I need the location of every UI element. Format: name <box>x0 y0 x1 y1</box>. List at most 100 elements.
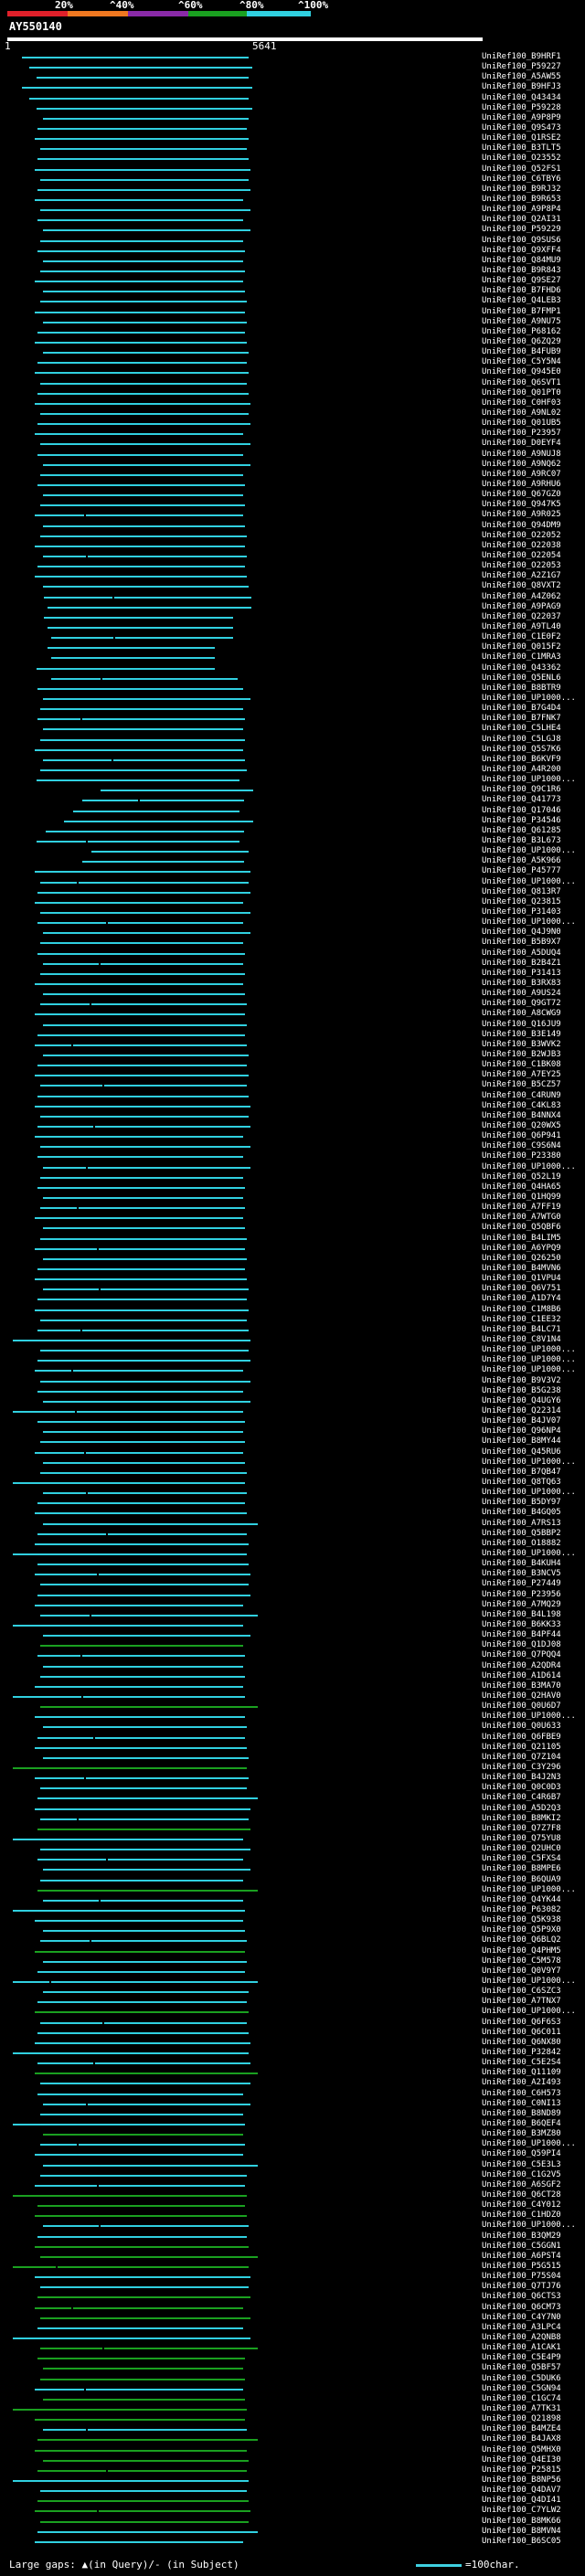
hit-link[interactable]: UniRef100_C0HF03 <box>482 398 561 408</box>
hit-link[interactable]: UniRef100_Q5BBP2 <box>482 1528 561 1538</box>
hit-link[interactable]: UniRef100_A1D614 <box>482 1670 561 1680</box>
hit-link[interactable]: UniRef100_Q945E0 <box>482 367 561 377</box>
hit-link[interactable]: UniRef100_Q6BLQ2 <box>482 1935 561 1945</box>
hit-link[interactable]: UniRef100_B3NCV5 <box>482 1569 561 1579</box>
hit-link[interactable]: UniRef100_Q5S7K6 <box>482 744 561 754</box>
hit-link[interactable]: UniRef100_B4JV07 <box>482 1416 561 1426</box>
hit-link[interactable]: UniRef100_Q9S473 <box>482 123 561 133</box>
hit-link[interactable]: UniRef100_A3LPC4 <box>482 2322 561 2332</box>
hit-link[interactable]: UniRef100_Q67GZ0 <box>482 490 561 500</box>
hit-link[interactable]: UniRef100_Q1HQ99 <box>482 1193 561 1202</box>
hit-link[interactable]: UniRef100_B7FNK7 <box>482 714 561 724</box>
hit-link[interactable]: UniRef100_P5G515 <box>482 2262 561 2271</box>
hit-link[interactable]: UniRef100_O22053 <box>482 561 561 571</box>
hit-link[interactable]: UniRef100_UP1000... <box>482 1712 576 1722</box>
hit-link[interactable]: UniRef100_P34546 <box>482 815 561 825</box>
hit-link[interactable]: UniRef100_B3L673 <box>482 836 561 845</box>
hit-link[interactable]: UniRef100_Q5QBF6 <box>482 1223 561 1233</box>
hit-link[interactable]: UniRef100_B9HRF1 <box>482 52 561 61</box>
hit-link[interactable]: UniRef100_B3RX83 <box>482 979 561 988</box>
hit-link[interactable]: UniRef100_Q4J9N0 <box>482 928 561 938</box>
hit-link[interactable]: UniRef100_Q6P941 <box>482 1131 561 1141</box>
hit-link[interactable]: UniRef100_B8MK66 <box>482 2516 561 2526</box>
hit-link[interactable]: UniRef100_B3E149 <box>482 1029 561 1039</box>
hit-link[interactable]: UniRef100_Q96NP4 <box>482 1426 561 1436</box>
hit-link[interactable]: UniRef100_Q1DJ08 <box>482 1640 561 1650</box>
hit-link[interactable]: UniRef100_P63082 <box>482 1905 561 1914</box>
hit-link[interactable]: UniRef100_Q52L19 <box>482 1171 561 1182</box>
hit-link[interactable]: UniRef100_A9NU75 <box>482 316 561 326</box>
hit-link[interactable]: UniRef100_A7RS13 <box>482 1518 561 1528</box>
hit-link[interactable]: UniRef100_C4RUN9 <box>482 1090 561 1100</box>
hit-link[interactable]: UniRef100_A6YPQ9 <box>482 1243 561 1253</box>
hit-link[interactable]: UniRef100_A5AW55 <box>482 72 561 82</box>
hit-link[interactable]: UniRef100_Q20WX5 <box>482 1121 561 1130</box>
hit-link[interactable]: UniRef100_Q43362 <box>482 663 561 673</box>
hit-link[interactable]: UniRef100_B9RJ32 <box>482 184 561 194</box>
hit-link[interactable]: UniRef100_Q015F2 <box>482 642 561 652</box>
hit-link[interactable]: UniRef100_UP1000... <box>482 1355 576 1365</box>
hit-link[interactable]: UniRef100_Q7PQQ4 <box>482 1650 561 1660</box>
hit-link[interactable]: UniRef100_B3QM29 <box>482 2231 561 2241</box>
hit-link[interactable]: UniRef100_A9NL02 <box>482 408 561 418</box>
hit-link[interactable]: UniRef100_A5D2Q3 <box>482 1803 561 1813</box>
hit-link[interactable]: UniRef100_B7FHD6 <box>482 286 561 296</box>
hit-link[interactable]: UniRef100_Q0U633 <box>482 1722 561 1732</box>
hit-link[interactable]: UniRef100_UP1000... <box>482 846 576 856</box>
hit-link[interactable]: UniRef100_A2Z1G7 <box>482 571 561 581</box>
hit-link[interactable]: UniRef100_B9R843 <box>482 266 561 275</box>
hit-link[interactable]: UniRef100_P31413 <box>482 968 561 978</box>
hit-link[interactable]: UniRef100_C1GC74 <box>482 2393 561 2403</box>
hit-link[interactable]: UniRef100_UP1000... <box>482 694 576 703</box>
hit-link[interactable]: UniRef100_UP1000... <box>482 1549 576 1558</box>
hit-link[interactable]: UniRef100_Q9XFF4 <box>482 245 561 255</box>
hit-link[interactable]: UniRef100_B5B9X7 <box>482 938 561 948</box>
hit-link[interactable]: UniRef100_Q2UHC0 <box>482 1844 561 1854</box>
hit-link[interactable]: UniRef100_C6SZC3 <box>482 1987 561 1997</box>
hit-link[interactable]: UniRef100_B9R653 <box>482 195 561 204</box>
hit-link[interactable]: UniRef100_Q59PI4 <box>482 2149 561 2159</box>
hit-link[interactable]: UniRef100_C1G2V5 <box>482 2169 561 2179</box>
hit-link[interactable]: UniRef100_Q2HAV0 <box>482 1691 561 1701</box>
hit-link[interactable]: UniRef100_Q6SVT1 <box>482 377 561 387</box>
hit-link[interactable]: UniRef100_C4Y7N0 <box>482 2312 561 2322</box>
hit-link[interactable]: UniRef100_C5M578 <box>482 1956 561 1966</box>
hit-link[interactable]: UniRef100_Q23815 <box>482 896 561 906</box>
hit-link[interactable]: UniRef100_UP1000... <box>482 1488 576 1498</box>
hit-link[interactable]: UniRef100_Q6C011 <box>482 2027 561 2037</box>
hit-link[interactable]: UniRef100_Q94DM9 <box>482 520 561 530</box>
hit-link[interactable]: UniRef100_B7G4D4 <box>482 704 561 714</box>
hit-link[interactable]: UniRef100_UP1000... <box>482 2007 576 2017</box>
hit-link[interactable]: UniRef100_Q4DAV7 <box>482 2486 561 2496</box>
hit-link[interactable]: UniRef100_C4KL83 <box>482 1100 561 1110</box>
hit-link[interactable]: UniRef100_Q6ZQ29 <box>482 337 561 346</box>
hit-link[interactable]: UniRef100_Q8TQ63 <box>482 1478 561 1487</box>
hit-link[interactable]: UniRef100_A7WTG0 <box>482 1213 561 1223</box>
hit-link[interactable]: UniRef100_B4LC71 <box>482 1324 561 1334</box>
hit-link[interactable]: UniRef100_C5DUK6 <box>482 2373 561 2383</box>
hit-link[interactable]: UniRef100_Q5BF57 <box>482 2363 561 2373</box>
hit-link[interactable]: UniRef100_A2QNB8 <box>482 2333 561 2342</box>
hit-link[interactable]: UniRef100_B6QEF4 <box>482 2119 561 2128</box>
hit-link[interactable]: UniRef100_UP1000... <box>482 1345 576 1355</box>
hit-link[interactable]: UniRef100_Q9GT72 <box>482 999 561 1009</box>
hit-link[interactable]: UniRef100_C5LHE4 <box>482 724 561 734</box>
hit-link[interactable]: UniRef100_UP1000... <box>482 1884 576 1894</box>
hit-link[interactable]: UniRef100_B6KVF9 <box>482 754 561 764</box>
hit-link[interactable]: UniRef100_Q4HA65 <box>482 1182 561 1192</box>
hit-link[interactable]: UniRef100_C1EE32 <box>482 1314 561 1324</box>
hit-link[interactable]: UniRef100_Q22314 <box>482 1406 561 1415</box>
hit-link[interactable]: UniRef100_P32842 <box>482 2048 561 2057</box>
hit-link[interactable]: UniRef100_UP1000... <box>482 876 576 886</box>
hit-link[interactable]: UniRef100_Q9SUS6 <box>482 235 561 245</box>
hit-link[interactable]: UniRef100_O23552 <box>482 154 561 164</box>
hit-link[interactable]: UniRef100_P45777 <box>482 866 561 876</box>
hit-link[interactable]: UniRef100_Q45RU6 <box>482 1447 561 1457</box>
hit-link[interactable]: UniRef100_B5CZ57 <box>482 1080 561 1090</box>
hit-link[interactable]: UniRef100_C1BK08 <box>482 1060 561 1070</box>
hit-link[interactable]: UniRef100_B6SC05 <box>482 2536 561 2546</box>
hit-link[interactable]: UniRef100_A7TK31 <box>482 2404 561 2413</box>
hit-link[interactable]: UniRef100_B9V3V2 <box>482 1375 561 1385</box>
hit-link[interactable]: UniRef100_B3MZ80 <box>482 2129 561 2139</box>
hit-link[interactable]: UniRef100_Q7TJ76 <box>482 2282 561 2292</box>
